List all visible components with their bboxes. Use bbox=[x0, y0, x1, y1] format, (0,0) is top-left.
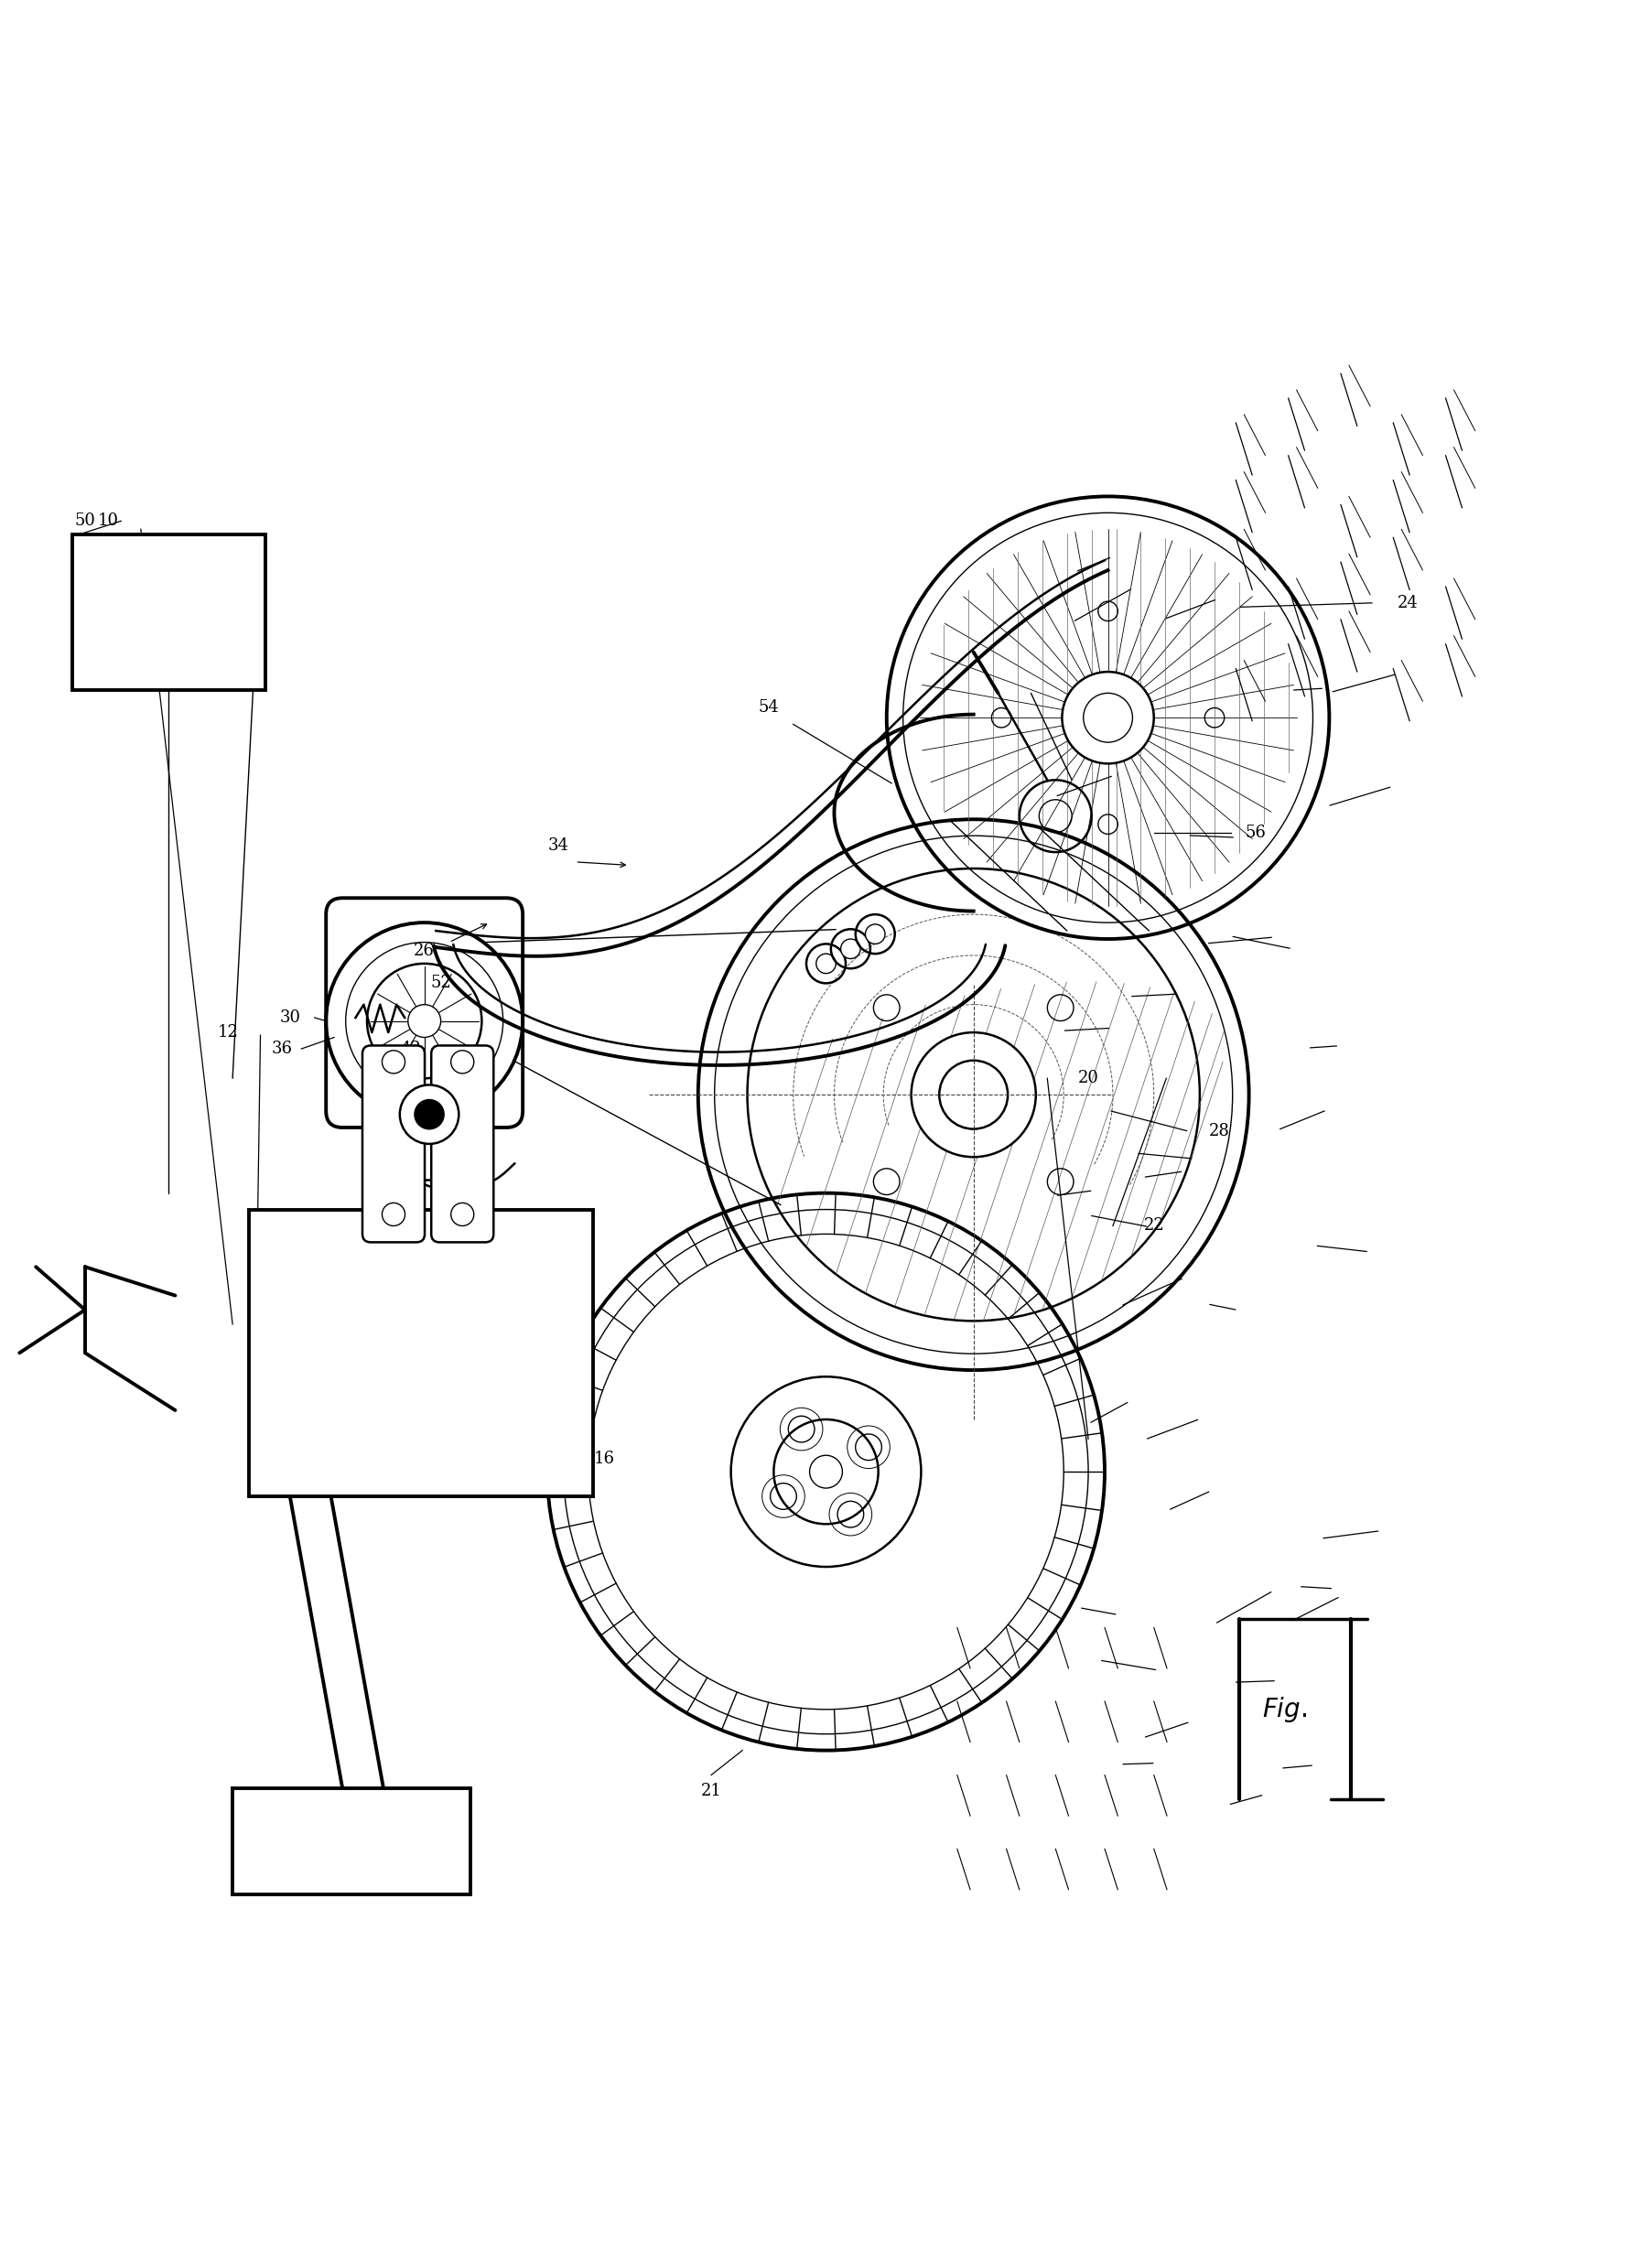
Circle shape bbox=[866, 925, 885, 945]
Text: 22: 22 bbox=[1143, 1218, 1165, 1233]
Text: 30: 30 bbox=[279, 1010, 301, 1026]
Circle shape bbox=[841, 938, 861, 958]
Text: 54: 54 bbox=[758, 699, 780, 717]
Circle shape bbox=[415, 1100, 444, 1130]
Text: 24: 24 bbox=[1398, 595, 1419, 611]
Circle shape bbox=[912, 1033, 1036, 1157]
FancyBboxPatch shape bbox=[233, 1788, 471, 1894]
FancyBboxPatch shape bbox=[410, 1128, 451, 1179]
Circle shape bbox=[1084, 692, 1133, 742]
Text: 42: 42 bbox=[401, 1040, 421, 1058]
Circle shape bbox=[408, 1003, 441, 1037]
FancyBboxPatch shape bbox=[362, 1046, 425, 1243]
Circle shape bbox=[816, 954, 836, 974]
Text: ECU: ECU bbox=[140, 602, 197, 622]
Text: 52: 52 bbox=[431, 974, 451, 992]
Text: 12: 12 bbox=[216, 1024, 238, 1040]
FancyBboxPatch shape bbox=[73, 534, 266, 690]
Text: 16: 16 bbox=[595, 1450, 615, 1466]
Text: 36: 36 bbox=[271, 1040, 292, 1058]
Text: 32: 32 bbox=[395, 1071, 415, 1087]
Text: 18: 18 bbox=[378, 1430, 398, 1448]
Text: 14: 14 bbox=[349, 1876, 370, 1892]
Circle shape bbox=[809, 1454, 843, 1488]
Circle shape bbox=[730, 1376, 922, 1567]
Circle shape bbox=[400, 1085, 459, 1143]
Text: 10: 10 bbox=[97, 512, 119, 530]
Text: 56: 56 bbox=[1246, 825, 1265, 841]
Circle shape bbox=[940, 1060, 1008, 1130]
FancyBboxPatch shape bbox=[431, 1046, 494, 1243]
Circle shape bbox=[773, 1418, 879, 1524]
Text: 21: 21 bbox=[700, 1784, 722, 1799]
Text: 50: 50 bbox=[74, 512, 96, 530]
Text: 34: 34 bbox=[548, 837, 570, 855]
Text: 20: 20 bbox=[1077, 1071, 1099, 1087]
Text: 26: 26 bbox=[415, 943, 434, 958]
Text: 28: 28 bbox=[1209, 1123, 1229, 1139]
Circle shape bbox=[1062, 672, 1153, 764]
Circle shape bbox=[431, 1143, 451, 1161]
FancyBboxPatch shape bbox=[249, 1209, 593, 1497]
Text: $\mathit{Fig.}$: $\mathit{Fig.}$ bbox=[1262, 1696, 1307, 1725]
